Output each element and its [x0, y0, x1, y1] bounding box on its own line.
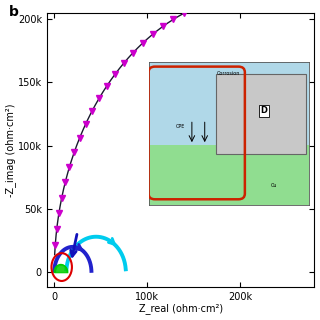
Text: b: b	[9, 5, 19, 19]
X-axis label: Z_real (ohm·cm²): Z_real (ohm·cm²)	[139, 304, 223, 315]
Y-axis label: -Z_imag (ohm·cm²): -Z_imag (ohm·cm²)	[5, 103, 16, 197]
